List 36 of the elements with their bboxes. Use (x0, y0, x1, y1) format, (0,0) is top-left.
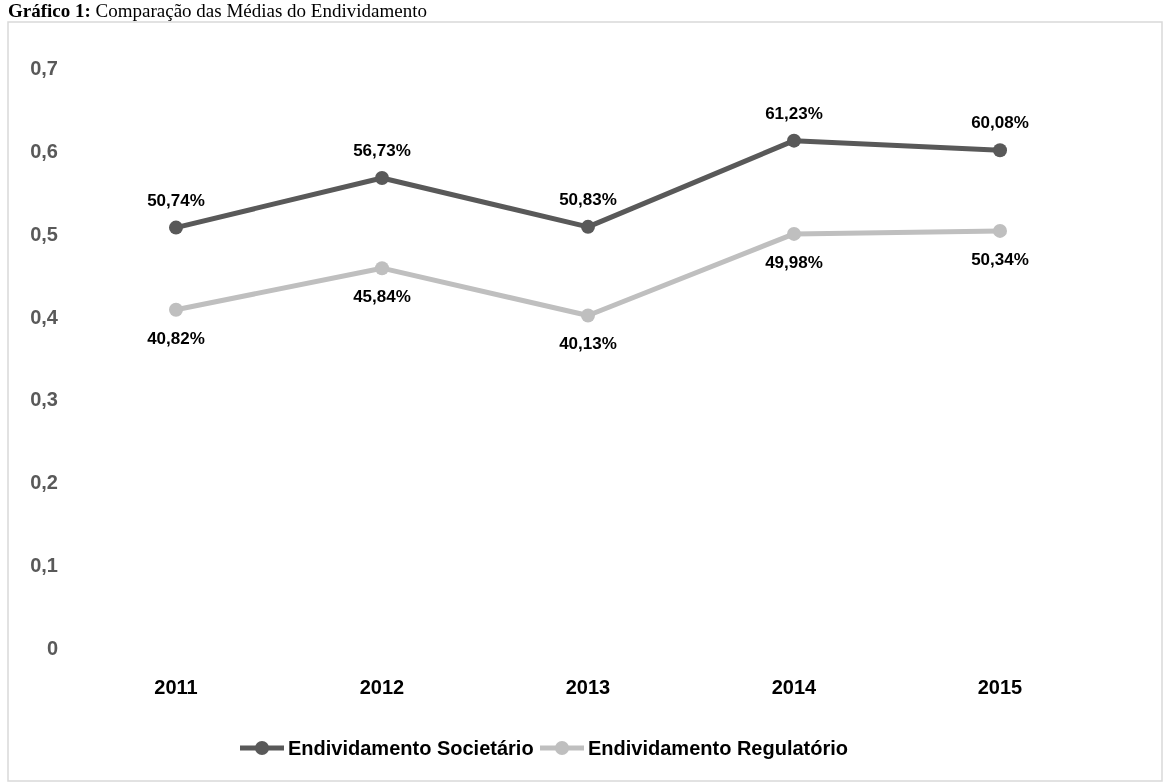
data-label: 50,83% (559, 189, 617, 209)
x-tick-label: 2014 (771, 676, 818, 698)
data-label: 61,23% (765, 103, 823, 123)
point (375, 261, 389, 276)
data-label: 50,74% (147, 190, 205, 210)
y-tick-label: 0,2 (30, 471, 58, 494)
x-tick-label: 2012 (359, 676, 405, 698)
y-tick-label: 0,5 (30, 222, 58, 245)
x-tick-label: 2011 (154, 676, 198, 698)
data-label: 40,13% (559, 334, 617, 354)
data-label: 45,84% (353, 287, 411, 307)
point (787, 133, 801, 148)
y-tick-label: 0,6 (30, 139, 58, 162)
data-label: 60,08% (971, 113, 1029, 133)
x-tick-label: 2013 (565, 676, 611, 698)
point (375, 170, 389, 185)
point (993, 143, 1007, 158)
data-label: 50,34% (971, 249, 1029, 269)
x-tick-label: 2015 (977, 676, 1023, 698)
point (581, 308, 595, 323)
point (787, 226, 801, 241)
legend-label: Endividamento Societário (288, 737, 534, 759)
y-tick-label: 0,1 (30, 554, 58, 577)
legend-label: Endividamento Regulatório (588, 737, 849, 759)
point (993, 223, 1007, 238)
point (169, 220, 183, 235)
point (581, 219, 595, 234)
chart-title: Gráfico 1: Comparação das Médias do Endividamento (8, 0, 427, 21)
data-label: 49,98% (765, 252, 823, 272)
y-tick-label: 0 (46, 637, 58, 659)
y-tick-label: 0,4 (30, 305, 59, 328)
y-tick-label: 0,7 (30, 57, 58, 79)
data-label: 40,82% (147, 328, 205, 348)
point (169, 302, 183, 317)
y-tick-label: 0,3 (30, 388, 58, 411)
data-label: 56,73% (353, 140, 411, 160)
